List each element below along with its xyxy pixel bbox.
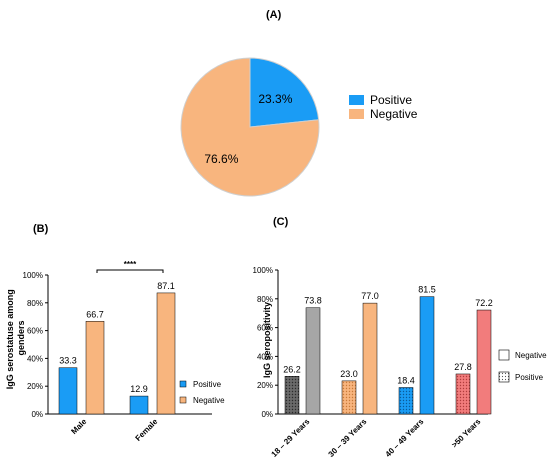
panel-c-y-axis-label: IgG seropositivity <box>262 302 272 378</box>
y-tick-label: 80% <box>27 299 43 308</box>
legend-label-negative: Negative <box>370 107 418 121</box>
y-tick-label: 100% <box>23 271 43 280</box>
y-tick-label: 60% <box>257 324 273 333</box>
x-tick-label-group1: 18 – 29 Years <box>270 417 312 459</box>
bar-group4-negative <box>476 309 492 415</box>
bar-female-negative <box>156 292 176 415</box>
bar-group3-positive <box>398 387 414 415</box>
y-tick-label: 40% <box>27 354 43 363</box>
legend-label-positive: Positive <box>515 373 544 382</box>
legend-label-positive: Positive <box>193 380 222 389</box>
bar-value-label: 26.2 <box>283 364 301 374</box>
bar-value-label: 33.3 <box>59 356 77 366</box>
significance-marker: **** <box>124 260 137 269</box>
bar-male-positive <box>58 367 78 415</box>
legend-swatch-negative <box>498 349 510 361</box>
legend-swatch-positive <box>498 371 510 383</box>
panel-a-label: (A) <box>266 9 282 21</box>
pie-slice-negative <box>180 57 320 197</box>
bar-value-label: 23.0 <box>340 369 358 379</box>
bar-group3-negative <box>419 296 435 415</box>
bar-group2-positive <box>341 380 357 415</box>
bar-group2-negative <box>362 302 378 415</box>
panel-c-legend: Negative Positive <box>498 349 547 383</box>
x-tick-label-group2: 30 – 39 Years <box>327 417 369 459</box>
bar-value-label: 77.0 <box>361 291 379 301</box>
legend-label-positive: Positive <box>370 93 412 107</box>
pie-chart: 23.3% 76.6% <box>180 57 320 197</box>
pie-label-negative: 76.6% <box>204 152 238 166</box>
panel-c-label: (C) <box>273 216 289 228</box>
panel-b-label: (B) <box>33 223 49 235</box>
panel-b-y-axis-label: IgG serostatuse among genders <box>5 287 26 390</box>
bar-value-label: 72.2 <box>475 298 493 308</box>
bar-group1-negative <box>305 307 321 415</box>
y-tick-label: 20% <box>27 382 43 391</box>
y-tick-label: 80% <box>257 295 273 304</box>
legend-swatch-positive <box>179 380 187 388</box>
legend-swatch-negative <box>179 396 187 404</box>
x-tick-label-male: Male <box>69 417 88 436</box>
legend-label-negative: Negative <box>193 396 225 405</box>
y-tick-label: 0% <box>261 410 273 419</box>
y-tick-label: 60% <box>27 327 43 336</box>
bar-value-label: 66.7 <box>86 309 104 319</box>
y-tick-label: 20% <box>257 381 273 390</box>
x-tick-label-group3: 40 – 49 Years <box>384 417 426 459</box>
bar-value-label: 18.4 <box>397 376 415 386</box>
bar-value-label: 12.9 <box>130 384 148 394</box>
y-tick-label: 40% <box>257 352 273 361</box>
bar-male-negative <box>85 321 105 415</box>
bar-group1-positive <box>284 376 300 415</box>
pie-label-positive: 23.3% <box>258 92 292 106</box>
legend-swatch-negative <box>349 109 364 119</box>
panel-c-bars: 26.2 73.8 23.0 77.0 18.4 81.5 27.8 72.2 <box>283 285 493 415</box>
x-tick-label-group4: >50 Years <box>450 417 483 450</box>
panel-b-legend: Positive Negative <box>179 380 225 405</box>
bar-female-positive <box>129 395 149 415</box>
y-tick-label: 100% <box>253 266 273 275</box>
panel-b-significance: **** <box>96 260 164 273</box>
pie-legend: Positive Negative <box>349 93 418 121</box>
bar-value-label: 27.8 <box>454 362 472 372</box>
legend-swatch-positive <box>349 95 364 105</box>
legend-label-negative: Negative <box>515 351 547 360</box>
bar-value-label: 81.5 <box>418 285 436 295</box>
y-tick-label: 0% <box>31 410 43 419</box>
bar-value-label: 87.1 <box>157 281 175 291</box>
panel-b-bars: 33.3 66.7 12.9 87.1 <box>58 281 176 415</box>
bar-value-label: 73.8 <box>304 296 322 306</box>
bar-group4-positive <box>455 373 471 415</box>
x-tick-label-female: Female <box>134 417 160 443</box>
pie-slice-positive <box>249 57 320 128</box>
panel-b-axes: 0% 20% 40% 60% 80% 100% Male Female <box>23 271 212 443</box>
